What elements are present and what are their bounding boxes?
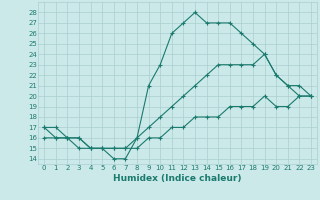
X-axis label: Humidex (Indice chaleur): Humidex (Indice chaleur) — [113, 174, 242, 183]
